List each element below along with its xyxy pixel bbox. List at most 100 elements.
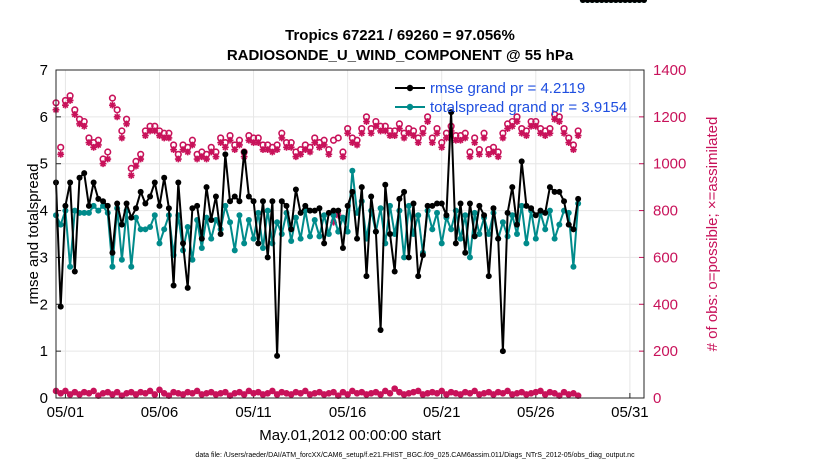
y-tick-label: 0	[40, 390, 48, 407]
assimilated-point	[156, 132, 163, 139]
totalspread-point	[471, 209, 478, 216]
rmse-point	[641, 0, 647, 3]
totalspread-point	[222, 202, 229, 209]
rmse-point	[546, 184, 553, 191]
totalspread-point	[71, 207, 78, 214]
rmse-point	[593, 0, 600, 3]
totalspread-point	[208, 235, 215, 242]
rmse-point	[57, 303, 64, 310]
rejected-point	[414, 387, 422, 395]
rejected-point	[193, 387, 201, 395]
totalspread-point	[434, 209, 441, 216]
rmse-point	[608, 0, 615, 3]
totalspread-point	[161, 226, 168, 233]
rmse-point	[523, 202, 530, 209]
legend-spread-label: totalspread grand pr = 3.9154	[430, 99, 627, 116]
rmse-point	[288, 226, 295, 233]
assimilated-point	[62, 101, 69, 109]
rmse-point	[151, 179, 158, 186]
assimilated-point	[485, 150, 493, 158]
x-tick-label: 05/01	[47, 404, 85, 421]
rmse-point	[471, 233, 478, 240]
rmse-point	[212, 193, 219, 200]
assimilated-point	[443, 134, 450, 142]
x-tick-label: 05/06	[141, 404, 179, 421]
rmse-point	[537, 207, 544, 214]
totalspread-point	[415, 212, 422, 219]
rmse-point	[405, 254, 412, 261]
assimilated-point	[231, 146, 239, 154]
totalspread-point	[405, 202, 412, 209]
totalspread-point	[532, 235, 539, 242]
assimilated-point	[523, 132, 530, 139]
assimilated-point	[137, 155, 145, 163]
totalspread-point	[198, 245, 205, 252]
legend-rmse-label: rmse grand pr = 4.2119	[430, 80, 585, 97]
totalspread-point	[462, 212, 469, 219]
totalspread-point	[227, 219, 234, 226]
rmse-point	[457, 200, 464, 207]
assimilated-point	[311, 139, 319, 147]
y-right-tick-label: 1000	[653, 156, 686, 173]
assimilated-point	[104, 155, 112, 163]
totalspread-point	[67, 263, 74, 270]
assimilated-point	[452, 136, 460, 144]
assimilated-point	[254, 139, 262, 147]
totalspread-point	[95, 207, 102, 214]
rejected-point	[90, 387, 97, 395]
assimilated-point	[207, 148, 215, 156]
assimilated-point	[320, 141, 328, 149]
rmse-point	[419, 252, 426, 259]
assimilated-point	[221, 143, 229, 151]
rejected-point	[62, 387, 69, 395]
rmse-point	[499, 348, 506, 355]
assimilated-point	[490, 148, 497, 156]
rmse-point	[259, 198, 266, 205]
data-file-footnote: data file: /Users/raeder/DAI/ATM_forcXX/…	[195, 452, 635, 459]
rmse-point	[264, 254, 271, 261]
rmse-point	[584, 0, 591, 3]
rmse-point	[495, 235, 502, 242]
totalspread-point	[132, 214, 139, 221]
rmse-point	[509, 184, 516, 191]
rmse-point	[565, 221, 572, 228]
assimilated-point	[400, 134, 408, 142]
rmse-point	[85, 202, 92, 209]
rmse-point	[245, 193, 252, 200]
rmse-point	[180, 240, 187, 247]
totalspread-point	[377, 205, 384, 212]
assimilated-point	[174, 155, 182, 163]
assimilated-point	[109, 101, 116, 109]
rejected-point	[438, 387, 446, 395]
rmse-point	[283, 202, 290, 209]
assimilated-point	[339, 153, 347, 161]
rmse-point	[109, 249, 116, 256]
rmse-point	[396, 195, 403, 202]
assimilated-point	[170, 146, 177, 154]
rmse-point	[551, 188, 558, 195]
rmse-point	[222, 151, 229, 158]
rmse-point	[156, 202, 163, 209]
rmse-point	[170, 282, 177, 289]
totalspread-point	[151, 212, 158, 219]
rmse-point	[231, 193, 238, 200]
rmse-point	[142, 200, 149, 207]
plot-frame	[55, 69, 645, 399]
totalspread-point	[349, 167, 356, 174]
totalspread-point	[316, 233, 323, 240]
assimilated-point	[127, 172, 135, 179]
totalspread-point	[245, 216, 252, 223]
possible-point	[118, 127, 126, 135]
rejected-point	[146, 387, 154, 395]
possible-point	[334, 134, 342, 142]
y-tick-label: 4	[40, 203, 48, 220]
totalspread-point	[288, 238, 295, 245]
assimilated-point	[353, 141, 361, 149]
rmse-point	[556, 188, 563, 195]
rmse-point	[339, 245, 346, 252]
rejected-point	[504, 387, 511, 395]
assimilated-point	[184, 148, 192, 156]
chart-title-line-1: Tropics 67221 / 69260 = 97.056%	[285, 27, 515, 44]
rmse-point	[443, 212, 450, 219]
